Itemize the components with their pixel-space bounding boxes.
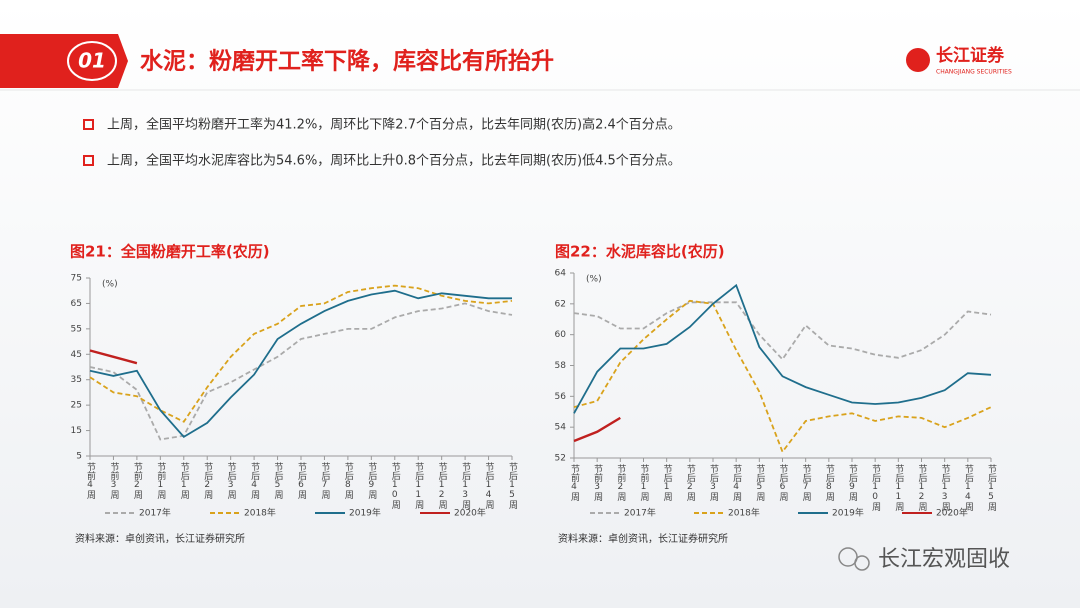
wechat-icon: [838, 547, 858, 567]
chart-source: 资料来源：卓创资讯，长江证券研究所: [75, 532, 245, 545]
x-tick-label: 节后6周: [778, 464, 789, 502]
legend-label: 2018年: [244, 507, 276, 519]
series-line: [573, 416, 621, 443]
x-tick-label: 节前1周: [155, 462, 166, 500]
y-tick-label: 45: [71, 350, 82, 360]
y-tick-label: 58: [555, 361, 567, 371]
y-tick-label: 60: [555, 330, 567, 340]
x-tick-label: 节后3周: [708, 464, 719, 502]
legend-label: 2017年: [139, 507, 171, 519]
x-tick-label: 节后8周: [343, 462, 354, 500]
x-tick-label: 节后15周: [507, 462, 518, 510]
x-tick-label: 节前3周: [108, 462, 119, 500]
x-tick-label: 节后1周: [662, 464, 673, 502]
series-line: [573, 299, 992, 454]
x-tick-label: 节后4周: [249, 462, 260, 500]
chart-title: 图21：全国粉磨开工率(农历): [70, 243, 270, 261]
logo-name: 长江证券: [936, 45, 1005, 66]
x-tick-label: 节后8周: [824, 464, 835, 502]
x-tick-label: 节后15周: [986, 464, 997, 512]
y-tick-label: 15: [71, 426, 82, 436]
y-tick-label: 25: [71, 401, 82, 411]
series-line: [89, 284, 513, 423]
series-line: [573, 301, 992, 361]
wechat-icon: [854, 555, 870, 571]
x-tick-label: 节后9周: [366, 462, 377, 500]
legend-label: 2019年: [349, 507, 381, 519]
bullet-text: 上周，全国平均水泥库容比为54.6%，周环比上升0.8个百分点，比去年同期(农历…: [107, 153, 681, 169]
x-tick-label: 节后9周: [847, 464, 858, 502]
series-line: [89, 349, 138, 365]
x-tick-label: 节后1周: [179, 462, 190, 500]
legend-label: 2020年: [454, 507, 486, 519]
x-tick-label: 节前2周: [132, 462, 143, 500]
series-line: [89, 289, 512, 439]
y-tick-label: 62: [555, 299, 566, 309]
x-tick-label: 节前3周: [592, 464, 603, 502]
section-number: 01: [78, 49, 106, 73]
x-tick-label: 节前1周: [639, 464, 650, 502]
y-tick-label: 64: [555, 269, 567, 279]
y-unit: (%): [102, 280, 118, 290]
chart-title: 图22：水泥库容比(农历): [555, 243, 725, 261]
logo-english: CHANGJIANG SECURITIES: [936, 69, 1012, 76]
y-tick-label: 65: [71, 299, 82, 309]
footer-brand: 长江宏观固收: [878, 547, 1010, 572]
x-tick-label: 节后10周: [870, 464, 881, 512]
slide-title: 水泥：粉磨开工率下降，库容比有所抬升: [140, 48, 554, 75]
x-tick-label: 节后14周: [484, 462, 495, 510]
x-tick-label: 节后11周: [413, 462, 424, 510]
logo-icon: [906, 48, 930, 72]
legend-label: 2019年: [832, 507, 864, 519]
x-tick-label: 节后12周: [917, 464, 928, 512]
x-tick-label: 节后3周: [226, 462, 237, 500]
bullet-icon: [83, 155, 94, 166]
x-tick-label: 节前4周: [569, 464, 580, 502]
y-tick-label: 55: [71, 324, 82, 334]
x-tick-label: 节前2周: [615, 464, 626, 502]
x-tick-label: 节后6周: [296, 462, 307, 500]
x-tick-label: 节后4周: [731, 464, 742, 502]
x-tick-label: 节后13周: [460, 462, 471, 510]
y-tick-label: 54: [555, 423, 567, 433]
x-tick-label: 节后14周: [963, 464, 974, 512]
y-tick-label: 52: [555, 454, 566, 464]
y-tick-label: 5: [76, 452, 82, 462]
legend-label: 2020年: [936, 507, 968, 519]
x-tick-label: 节后2周: [202, 462, 213, 500]
chart-source: 资料来源：卓创资讯，长江证券研究所: [558, 532, 728, 545]
x-tick-label: 节后13周: [940, 464, 951, 512]
y-tick-label: 56: [555, 392, 567, 402]
x-tick-label: 节后5周: [273, 462, 284, 500]
series-line: [573, 283, 992, 414]
x-tick-label: 节前4周: [85, 462, 96, 500]
legend-label: 2018年: [728, 507, 760, 519]
series-line: [89, 302, 513, 441]
x-tick-label: 节后7周: [801, 464, 812, 502]
header-band: [0, 34, 128, 88]
x-tick-label: 节后12周: [437, 462, 448, 510]
bullet-icon: [83, 119, 94, 130]
x-tick-label: 节后5周: [754, 464, 765, 502]
x-tick-label: 节后10周: [390, 462, 401, 510]
x-tick-label: 节后2周: [685, 464, 696, 502]
legend-label: 2017年: [624, 507, 656, 519]
y-unit: (%): [586, 275, 602, 285]
y-tick-label: 35: [71, 375, 82, 385]
y-tick-label: 75: [71, 274, 82, 284]
bullet-text: 上周，全国平均粉磨开工率为41.2%，周环比下降2.7个百分点，比去年同期(农历…: [107, 117, 681, 133]
x-tick-label: 节后7周: [319, 462, 330, 500]
x-tick-label: 节后11周: [893, 464, 904, 512]
number-badge: [67, 41, 117, 81]
